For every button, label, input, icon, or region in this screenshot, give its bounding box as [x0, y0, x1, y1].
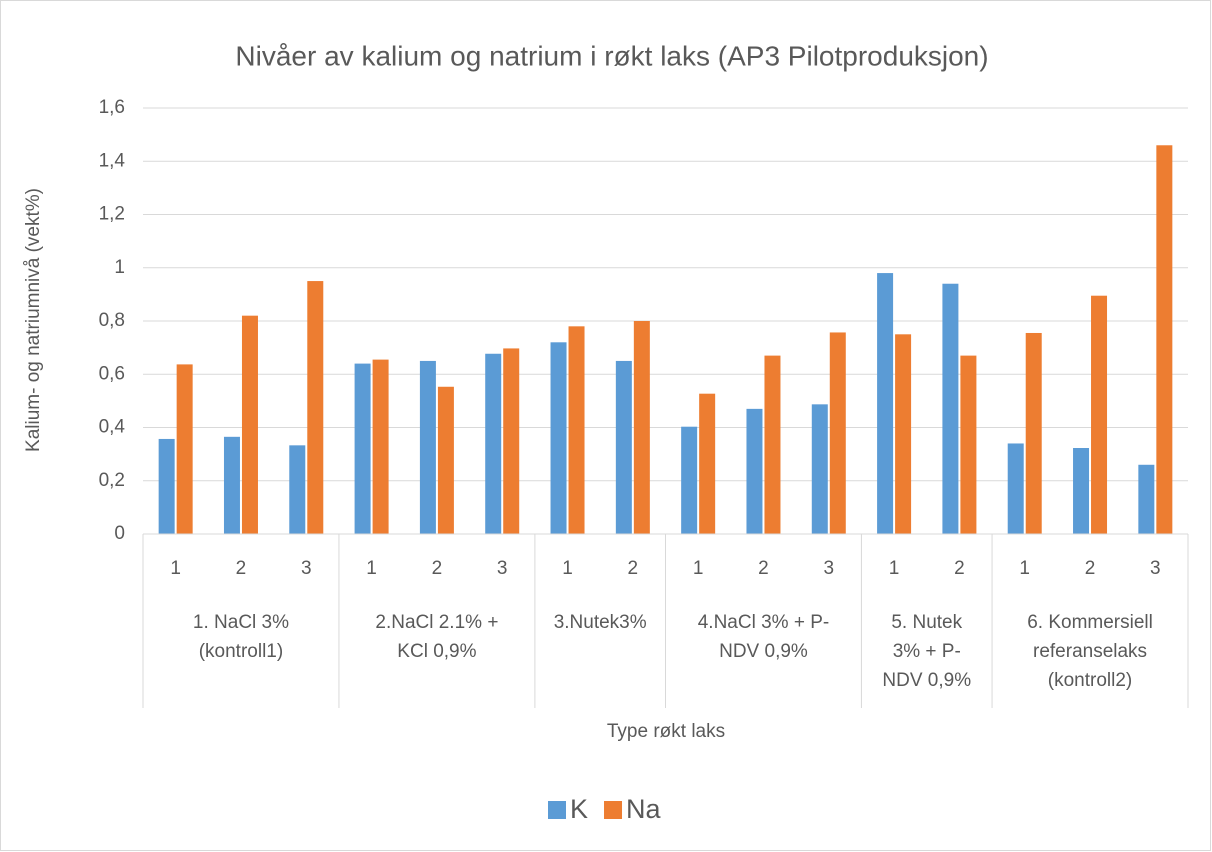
bar [877, 273, 894, 534]
bar [354, 363, 371, 534]
legend-swatch [548, 801, 566, 819]
bar [960, 355, 977, 534]
group-label: 3.Nutek3% [554, 612, 647, 633]
y-tick-label: 0,2 [99, 470, 125, 491]
x-tick-label: 3 [823, 558, 834, 579]
group-label: 6. Kommersiell [1027, 612, 1153, 633]
bar [895, 334, 912, 534]
bar [176, 364, 193, 534]
x-tick-label: 2 [628, 558, 639, 579]
group-label: 1. NaCl 3% [193, 612, 289, 633]
x-tick-label: 1 [170, 558, 181, 579]
bar [289, 445, 306, 534]
chart-title: Nivåer av kalium og natrium i røkt laks … [235, 40, 988, 71]
bar [158, 438, 175, 534]
bar [681, 426, 698, 534]
bar [550, 342, 567, 534]
group-label: (kontroll2) [1048, 670, 1132, 691]
bar [372, 359, 389, 534]
bar [699, 393, 716, 534]
x-tick-label: 2 [432, 558, 443, 579]
x-tick-label: 2 [758, 558, 769, 579]
x-tick-label: 1 [562, 558, 573, 579]
y-tick-label: 0 [114, 523, 125, 544]
x-axis-title: Type røkt laks [607, 721, 725, 742]
y-tick-label: 0,6 [99, 363, 125, 384]
y-tick-label: 1 [114, 257, 125, 278]
group-label: 5. Nutek [891, 612, 962, 633]
bar [503, 348, 520, 534]
bar [1156, 145, 1173, 534]
bar [1091, 295, 1108, 534]
y-tick-label: 0,8 [99, 310, 125, 331]
group-label: 2.NaCl 2.1% + [375, 612, 498, 633]
x-tick-label: 1 [693, 558, 704, 579]
x-tick-label: 1 [366, 558, 377, 579]
group-label: NDV 0,9% [719, 641, 808, 662]
bar [241, 315, 258, 534]
bar [615, 360, 632, 534]
bar [1138, 464, 1155, 534]
group-label: 4.NaCl 3% + P- [698, 612, 829, 633]
legend-label: Na [626, 794, 661, 824]
bar [485, 353, 502, 534]
bar [568, 326, 585, 534]
group-label: 3% + P- [893, 641, 961, 662]
bar [1073, 448, 1090, 534]
group-label: NDV 0,9% [882, 670, 971, 691]
y-tick-label: 1,4 [99, 150, 126, 171]
bar [437, 386, 454, 534]
x-tick-label: 1 [889, 558, 900, 579]
bar [223, 436, 240, 534]
legend-swatch [604, 801, 623, 819]
group-label: (kontroll1) [199, 641, 283, 662]
bar [1007, 443, 1024, 534]
bar [764, 355, 781, 534]
bar [829, 332, 846, 534]
group-label: KCl 0,9% [397, 641, 476, 662]
bar [1025, 332, 1042, 534]
x-tick-label: 2 [236, 558, 247, 579]
bar [307, 281, 324, 534]
x-tick-label: 2 [954, 558, 965, 579]
bar [633, 321, 650, 534]
bar [419, 360, 436, 534]
x-tick-label: 3 [497, 558, 508, 579]
x-tick-label: 1 [1019, 558, 1030, 579]
x-tick-label: 3 [301, 558, 312, 579]
y-tick-label: 1,2 [99, 204, 125, 225]
x-tick-label: 3 [1150, 558, 1161, 579]
bar [942, 283, 959, 534]
bar [811, 404, 828, 534]
x-tick-label: 2 [1085, 558, 1096, 579]
y-tick-label: 1,6 [99, 97, 125, 118]
y-axis-title: Kalium- og natriumnivå (vekt%) [23, 188, 44, 452]
y-tick-label: 0,4 [99, 417, 126, 438]
group-label: referanselaks [1033, 641, 1147, 662]
legend-label: K [570, 794, 588, 824]
bar [746, 408, 763, 534]
